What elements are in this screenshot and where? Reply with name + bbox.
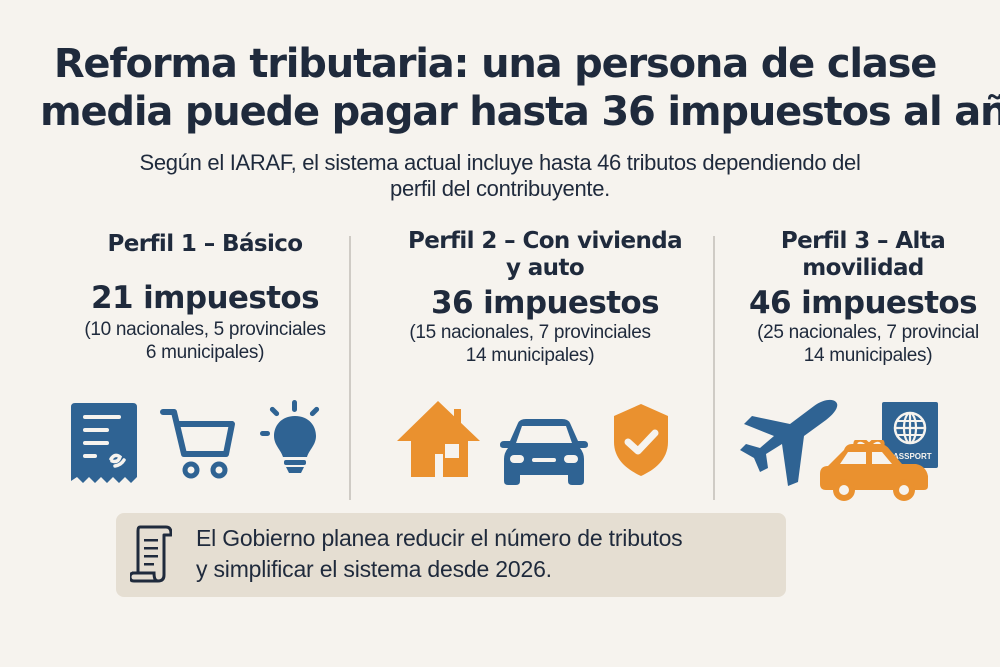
- note-callout: El Gobierno planea reducir el número de …: [116, 513, 786, 597]
- profile-title-line-2: movilidad: [802, 255, 924, 281]
- subtitle: Según el IARAF, el sistema actual incluy…: [40, 150, 960, 202]
- scroll-document-icon: [130, 525, 172, 583]
- shopping-cart-icon: [160, 409, 235, 479]
- profile-title-line-1: Perfil 3 – Alta: [780, 228, 946, 254]
- subtitle-line-1: Según el IARAF, el sistema actual incluy…: [139, 150, 861, 175]
- airplane-icon: [740, 399, 838, 486]
- profile-2-housing-car: Perfil 2 – Con vivienda y auto 36 impues…: [380, 228, 710, 367]
- profile-title-line-1: Perfil 2 – Con vivienda: [407, 228, 683, 254]
- profile-3-high-mobility: Perfil 3 – Alta movilidad 46 impuestos (…: [728, 228, 998, 367]
- profile-tax-count: 46 impuestos: [749, 285, 978, 321]
- passport-label: PASSPORT: [888, 452, 932, 461]
- gift-car-icon: [820, 440, 928, 501]
- breakdown-line-2: 6 municipales): [145, 342, 265, 363]
- car-icon: [500, 419, 588, 485]
- subtitle-line-2: perfil del contribuyente.: [390, 176, 610, 201]
- shield-check-icon: [614, 404, 668, 476]
- profile-tax-count: 21 impuestos: [91, 280, 320, 316]
- column-divider: [713, 236, 715, 500]
- profile-1-basic: Perfil 1 – Básico 21 impuestos (10 nacio…: [55, 230, 355, 364]
- note-text: El Gobierno planea reducir el número de …: [196, 523, 683, 585]
- profile-title: Perfil 2 – Con vivienda y auto: [380, 228, 710, 282]
- profile-tax-breakdown: (25 nacionales, 7 provincial 14 municipa…: [738, 321, 998, 367]
- breakdown-line-1: (10 nacionales, 5 provinciales: [84, 319, 326, 340]
- title-line-2: media puede pagar hasta 36 impuestos al …: [40, 89, 1000, 135]
- breakdown-line-2: 14 municipales): [803, 345, 933, 366]
- note-line-2: y simplificar el sistema desde 2026.: [196, 556, 552, 582]
- profile-tax-breakdown: (15 nacionales, 7 provinciales 14 munici…: [350, 321, 710, 367]
- profile-title: Perfil 3 – Alta movilidad: [728, 228, 998, 282]
- house-icon: [397, 401, 480, 477]
- page-title: Reforma tributaria: una persona de clase…: [0, 40, 1000, 136]
- profile-tax-breakdown: (10 nacionales, 5 provinciales 6 municip…: [55, 318, 355, 364]
- breakdown-line-2: 14 municipales): [465, 345, 595, 366]
- profile-title: Perfil 1 – Básico: [107, 231, 304, 257]
- lightbulb-icon: [260, 400, 320, 473]
- breakdown-line-1: (15 nacionales, 7 provinciales: [409, 322, 651, 343]
- breakdown-line-1: (25 nacionales, 7 provincial: [757, 322, 979, 343]
- profile-title-line-2: y auto: [505, 255, 585, 281]
- profile-tax-count: 36 impuestos: [431, 285, 660, 321]
- title-line-1: Reforma tributaria: una persona de clase: [53, 41, 938, 87]
- column-divider: [349, 236, 351, 500]
- receipt-icon: [71, 403, 137, 483]
- note-line-1: El Gobierno planea reducir el número de …: [196, 525, 683, 551]
- passport-icon: PASSPORT: [882, 402, 938, 468]
